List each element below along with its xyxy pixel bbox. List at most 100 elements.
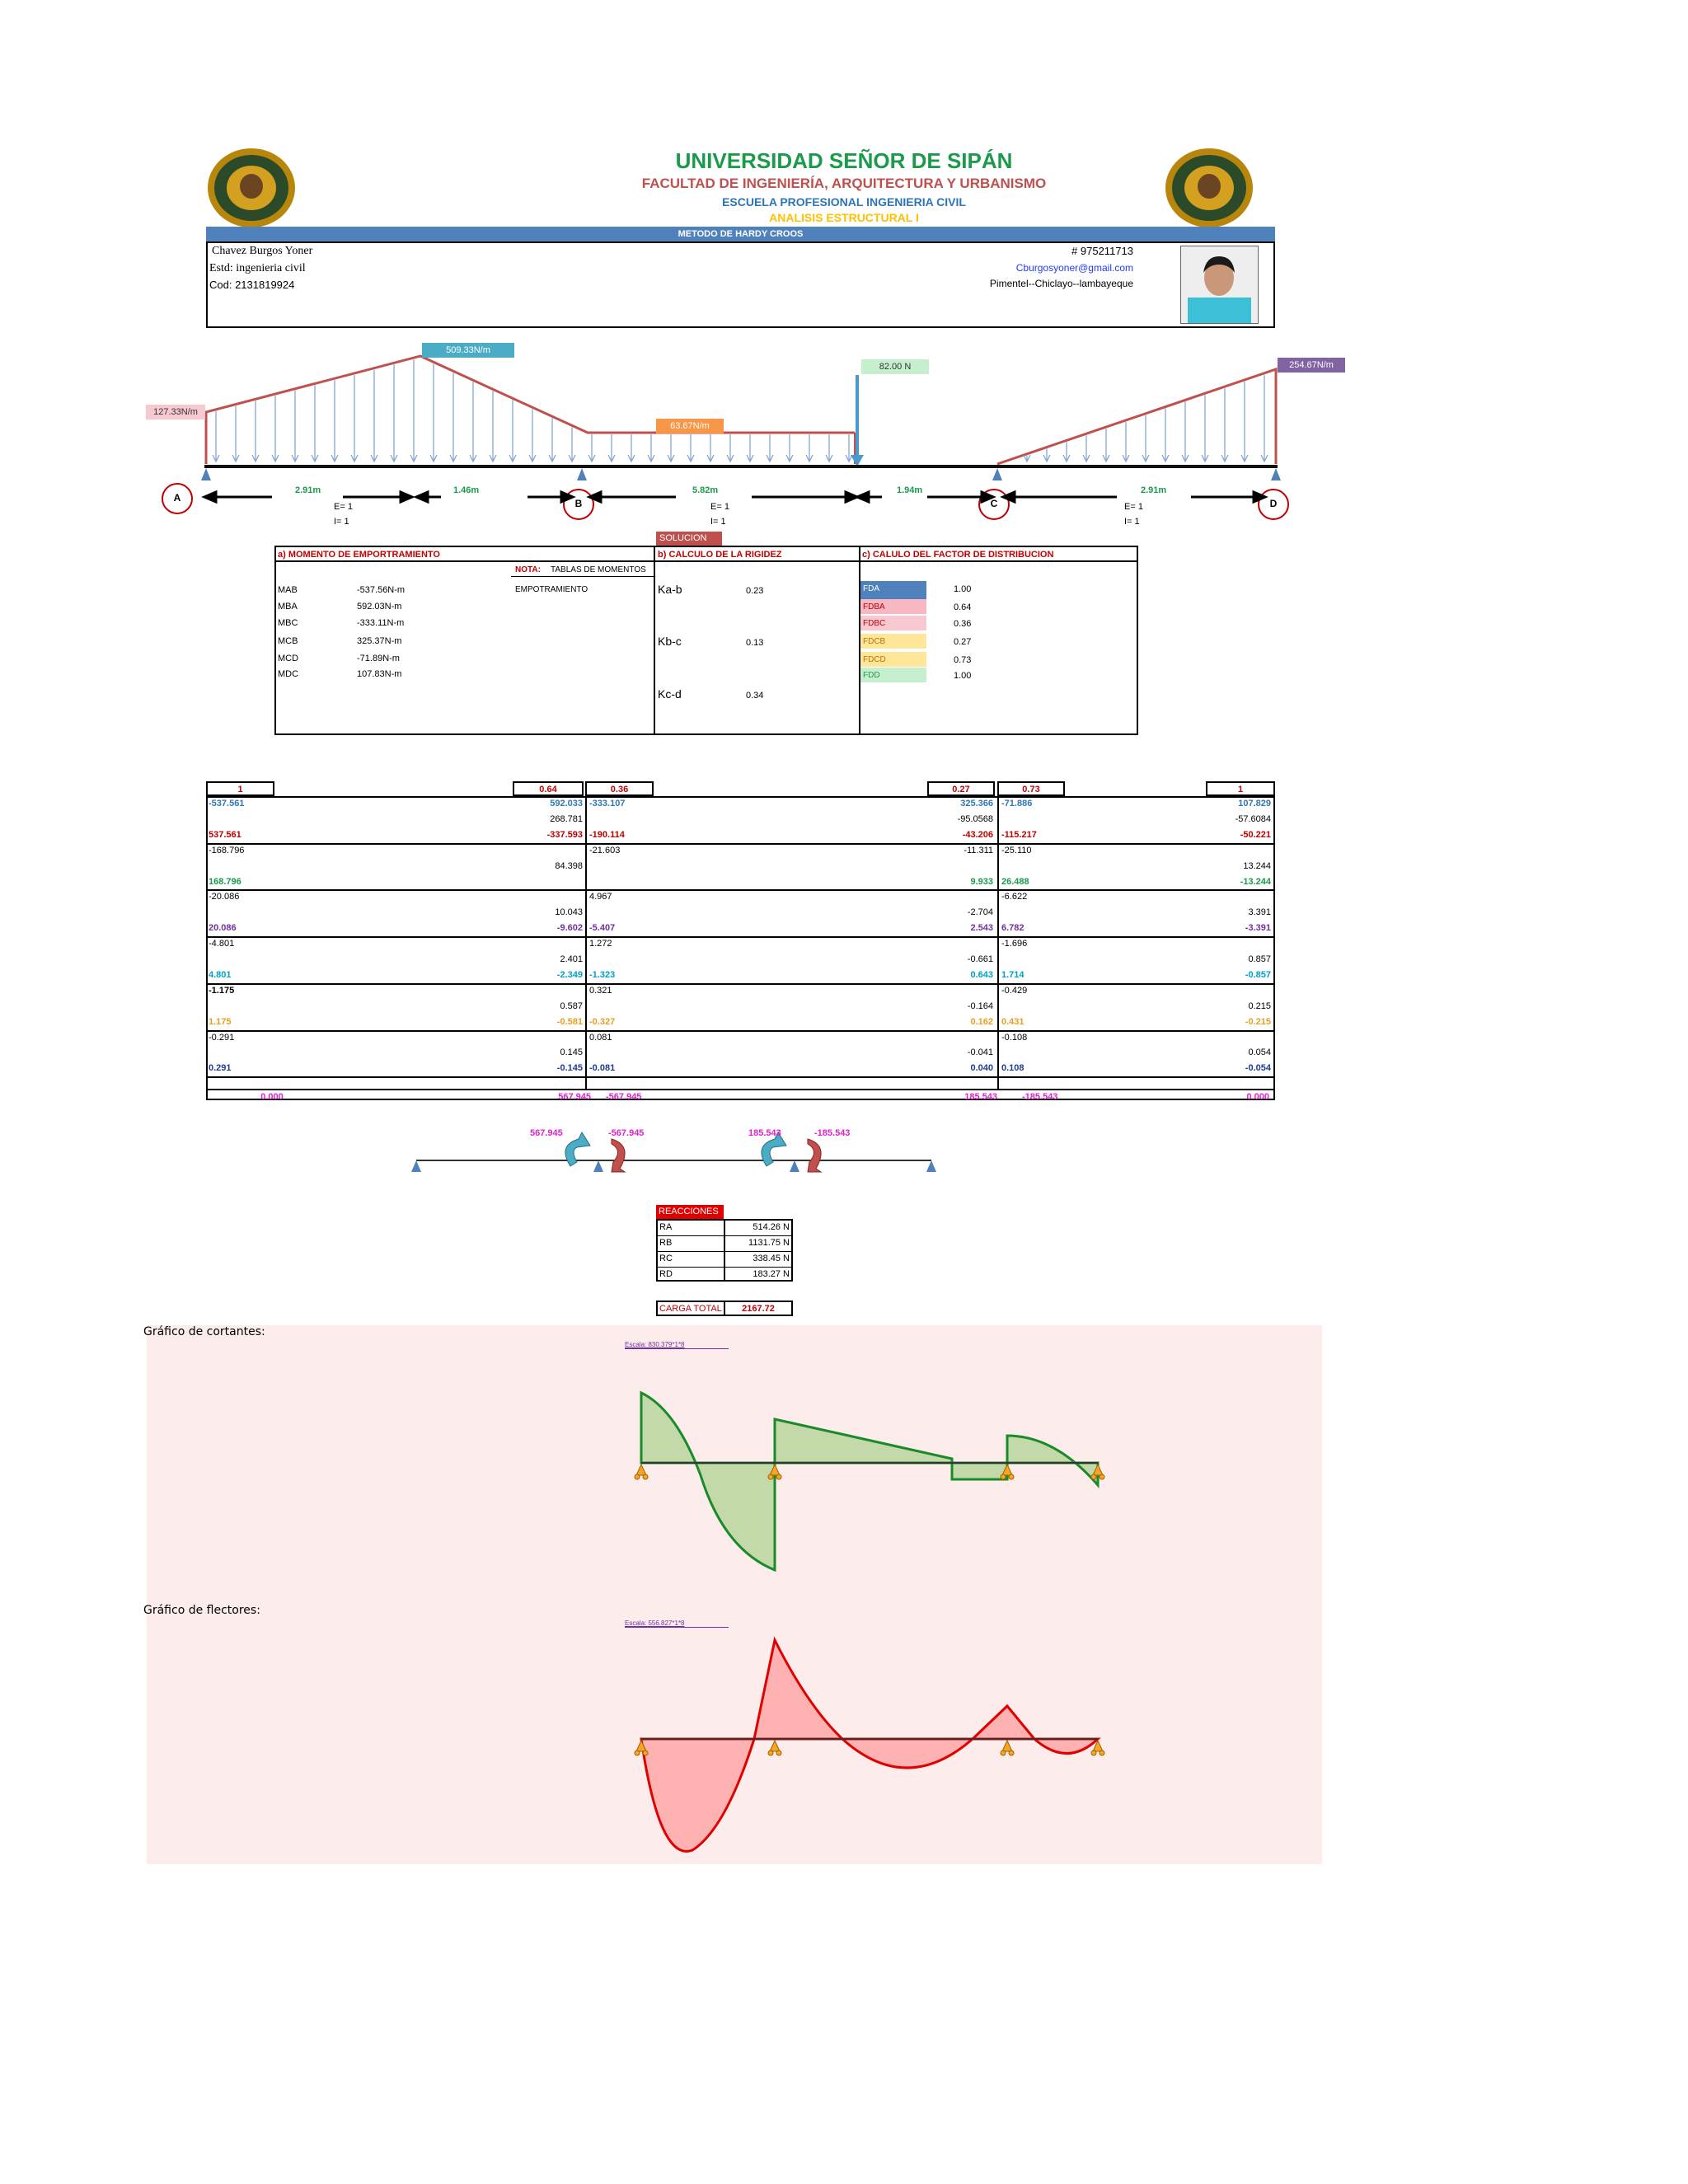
- cross-group-line: [206, 1030, 1275, 1032]
- cross-cell: 2.401: [560, 954, 583, 964]
- cross-group-line: [206, 983, 1275, 985]
- stiffness-key: Kc-d: [658, 687, 682, 701]
- university-seal-left: [206, 147, 297, 229]
- method-band: METODO DE HARDY CROOS: [206, 227, 1275, 241]
- faculty-title: FACULTAD DE INGENIERÍA, ARQUITECTURA Y U…: [641, 176, 1047, 191]
- length-2: 1.46m: [453, 485, 480, 495]
- cross-cell: 20.086: [209, 923, 237, 933]
- cross-header-value: 0.64: [539, 785, 557, 794]
- factor-value: 1.00: [954, 671, 972, 681]
- student-name: Chavez Burgos Yoner: [212, 245, 313, 257]
- cross-header-box: [585, 781, 654, 796]
- note-label: NOTA:: [515, 565, 541, 574]
- factor-key: FDA: [863, 584, 879, 593]
- cross-cell: -1.696: [1001, 939, 1028, 949]
- total-load-value: 2167.72: [742, 1304, 775, 1314]
- final-moment-bl: 567.945: [530, 1128, 563, 1138]
- reaction-value: 338.45 N: [753, 1254, 790, 1263]
- section-c-title: c) CALULO DEL FACTOR DE DISTRIBUCION: [862, 550, 1054, 560]
- cross-cell: -115.217: [1001, 830, 1037, 840]
- factor-swatch: [860, 668, 926, 682]
- stiffness-value: 0.23: [746, 586, 764, 596]
- cross-cell: -0.215: [1245, 1017, 1271, 1027]
- shear-chart-title: Gráfico de cortantes:: [143, 1325, 265, 1338]
- cross-group-line: [206, 843, 1275, 845]
- cross-cell: 0.145: [560, 1047, 583, 1057]
- support-b-label: B: [574, 498, 583, 509]
- cross-total: 0.000: [1246, 1092, 1269, 1102]
- cross-cell: 0.643: [970, 970, 993, 980]
- cross-cell: -71.886: [1001, 799, 1033, 808]
- cross-cell: 0.321: [589, 986, 612, 996]
- moment-key: MBA: [278, 602, 298, 612]
- cross-total: 567.945: [558, 1092, 591, 1102]
- cross-cell: 325.366: [960, 799, 993, 808]
- cross-cell: -95.0568: [957, 814, 993, 824]
- student-email[interactable]: Cburgosyoner@gmail.com: [1015, 262, 1133, 274]
- solution-box: [274, 546, 1138, 735]
- cross-cell: -0.661: [967, 954, 993, 964]
- moment-key: MBC: [278, 618, 298, 628]
- cross-cell: 0.215: [1248, 1001, 1271, 1011]
- cross-header-box: [927, 781, 995, 796]
- cross-header-box: [997, 781, 1065, 796]
- moment-chart-title: Gráfico de flectores:: [143, 1604, 260, 1617]
- course-title: ANALISIS ESTRUCTURAL I: [769, 211, 919, 224]
- moment-key: MAB: [278, 585, 298, 595]
- student-location: Pimentel--Chiclayo--lambayeque: [989, 278, 1133, 289]
- support-d-label: D: [1269, 498, 1278, 509]
- cross-cell: 9.933: [970, 877, 993, 887]
- stiffness-value: 0.34: [746, 691, 764, 701]
- cross-cell: -0.081: [589, 1063, 616, 1073]
- cross-cell: -0.429: [1001, 986, 1028, 996]
- factor-value: 0.36: [954, 619, 972, 629]
- cross-group-line: [206, 1076, 1275, 1078]
- cross-cell: -1.175: [209, 986, 235, 996]
- cross-cell: 84.398: [555, 861, 583, 871]
- stiffness-key: Ka-b: [658, 583, 682, 596]
- cross-cell: -57.6084: [1235, 814, 1271, 824]
- factor-value: 0.27: [954, 637, 972, 647]
- cross-cell: 1.714: [1001, 970, 1025, 980]
- student-info-box: [206, 241, 1275, 328]
- reaction-value: 1131.75 N: [748, 1238, 790, 1248]
- cross-cell: 0.054: [1248, 1047, 1271, 1057]
- load-peak-tag: 509.33N/m: [422, 343, 514, 358]
- cross-cell: -0.291: [209, 1033, 235, 1043]
- solution-header-row: [274, 546, 1138, 562]
- final-moment-cr: -185.543: [814, 1128, 851, 1138]
- section-b-title: b) CALCULO DE LA RIGIDEZ: [658, 550, 782, 560]
- section-a-title: a) MOMENTO DE EMPORTRAMIENTO: [278, 550, 440, 560]
- cross-cell: -0.164: [967, 1001, 993, 1011]
- cross-group-line: [206, 889, 1275, 891]
- cross-cell: 2.543: [970, 923, 993, 933]
- cross-header-value: 0.27: [952, 785, 970, 794]
- cross-cell: -168.796: [209, 846, 245, 855]
- cross-cell: -333.107: [589, 799, 626, 808]
- shear-scale: Escala: 830.379*1*8: [625, 1341, 729, 1349]
- reaction-key: RA: [659, 1222, 673, 1232]
- factor-swatch: [860, 599, 926, 614]
- cross-cell: -5.407: [589, 923, 616, 933]
- reaction-key: RD: [659, 1269, 673, 1279]
- cross-cell: -0.581: [556, 1017, 583, 1027]
- span1-e: E= 1: [334, 502, 353, 512]
- cross-cell: 168.796: [209, 877, 241, 887]
- length-1: 2.91m: [295, 485, 321, 495]
- note-text-2: EMPOTRAMIENTO: [515, 585, 588, 594]
- cross-cell: -0.327: [589, 1017, 616, 1027]
- student-photo: [1180, 246, 1259, 324]
- cross-header-box: [513, 781, 584, 796]
- moment-scale: Escala: 556.827*1*8: [625, 1619, 729, 1628]
- support-c-label: C: [990, 498, 998, 509]
- factor-key: FDBC: [863, 619, 886, 628]
- length-3: 5.82m: [692, 485, 719, 495]
- support-a-label: A: [173, 492, 181, 504]
- cross-cell: 0.587: [560, 1001, 583, 1011]
- cross-header-value: 0.73: [1022, 785, 1040, 794]
- student-phone: # 975211713: [1071, 245, 1133, 257]
- cross-cell: -0.041: [967, 1047, 993, 1057]
- cross-body-box: [206, 796, 1275, 1100]
- moment-diagram: [634, 1636, 1105, 1853]
- reactions-row-line: [656, 1235, 793, 1236]
